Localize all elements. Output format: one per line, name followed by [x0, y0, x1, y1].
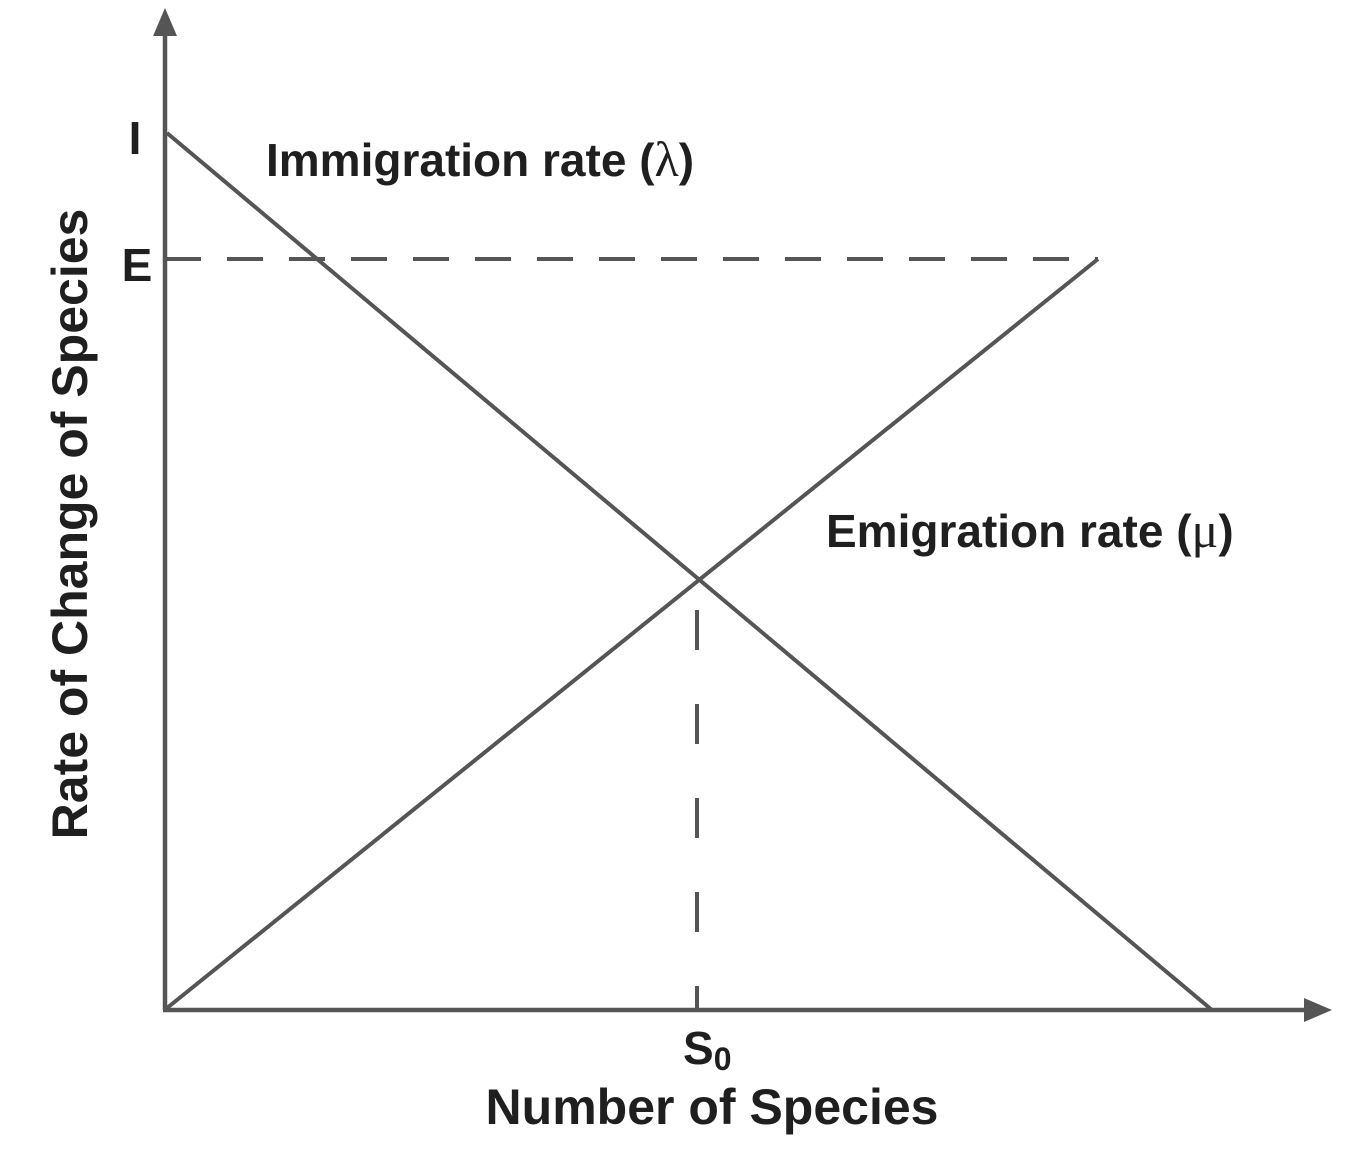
i-tick-label: I [129, 112, 142, 164]
immigration-rate-line [165, 131, 1214, 1012]
s0-label: S0 [683, 1022, 731, 1077]
emigration-rate-line [165, 257, 1100, 1010]
immigration-label-text: Immigration rate ( [266, 134, 655, 186]
x-axis-title: Number of Species [486, 1079, 939, 1135]
y-axis-title: Rate of Change of Species [42, 209, 98, 840]
emigration-rate-label: Emigration rate (μ) [826, 502, 1234, 558]
lambda-symbol: λ [655, 131, 679, 187]
immigration-close-paren: ) [679, 134, 694, 186]
mu-symbol: μ [1192, 502, 1219, 558]
emigration-label-text: Emigration rate ( [826, 505, 1192, 557]
immigration-rate-label: Immigration rate (λ) [266, 131, 694, 187]
emigration-close-paren: ) [1218, 505, 1233, 557]
s0-subscript: 0 [714, 1041, 732, 1077]
s0-base: S [683, 1022, 714, 1074]
y-axis-arrowhead [153, 8, 177, 36]
x-axis-arrowhead [1304, 998, 1332, 1022]
e-tick-label: E [122, 239, 153, 291]
